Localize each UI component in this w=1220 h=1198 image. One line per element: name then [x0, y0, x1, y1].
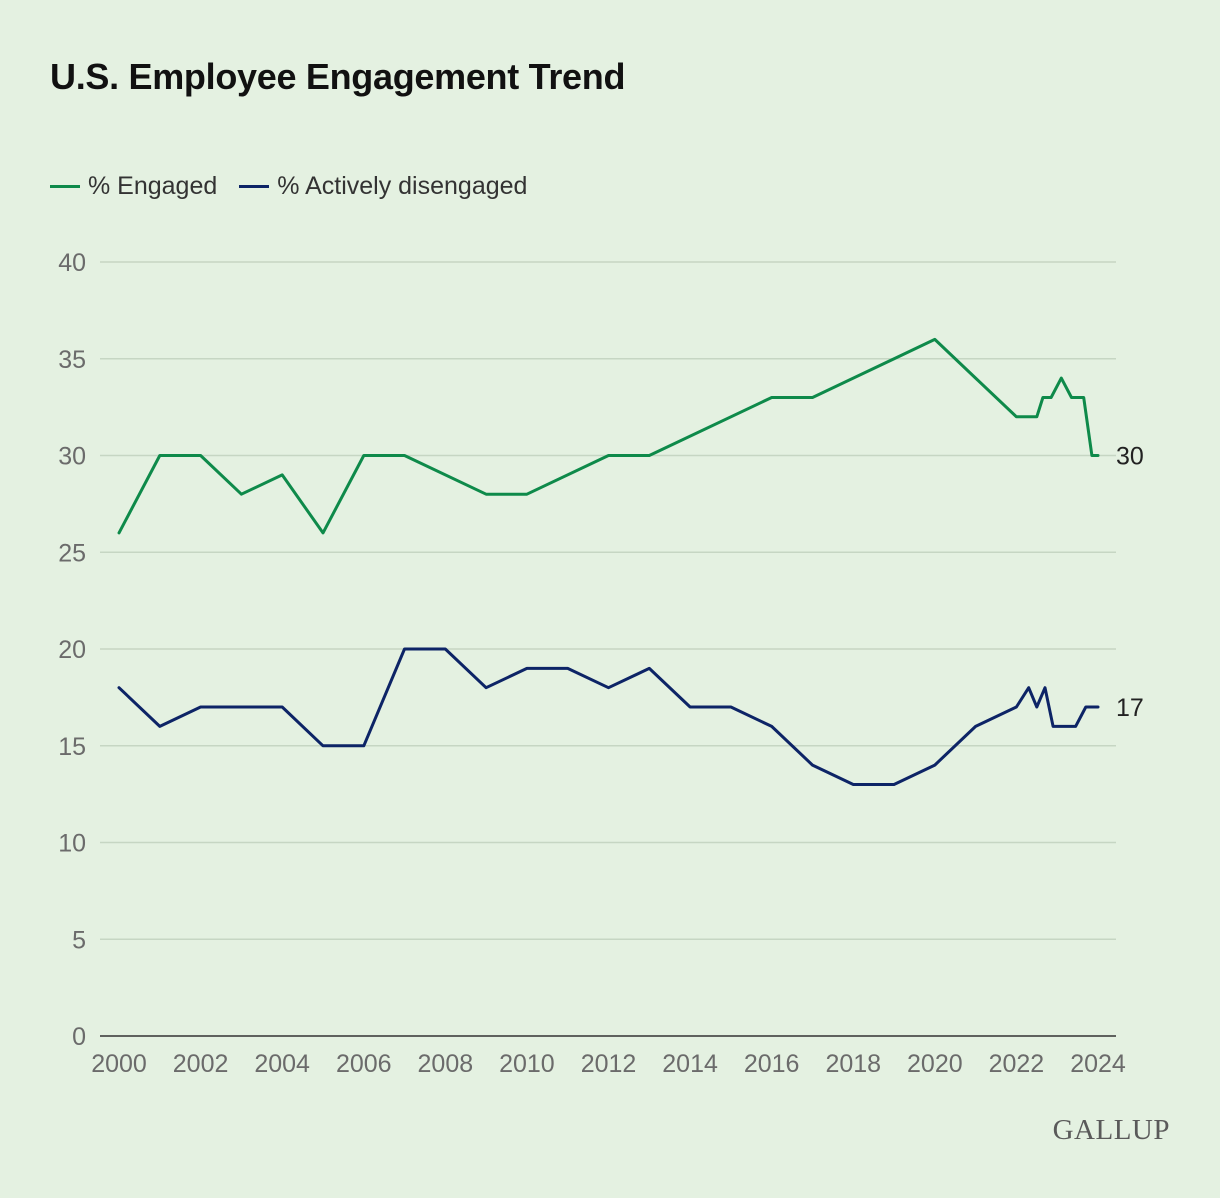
y-tick-label: 30: [58, 443, 86, 471]
grid-lines: [100, 261, 1116, 940]
y-tick-label: 5: [72, 926, 86, 954]
legend-swatch-actively-disengaged: [239, 185, 270, 188]
legend-swatch-engaged: [50, 185, 80, 188]
x-tick-label: 2002: [173, 1050, 229, 1078]
chart-title: U.S. Employee Engagement Trend: [50, 56, 626, 97]
y-tick-label: 10: [58, 830, 86, 858]
x-tick-label: 2024: [1070, 1050, 1126, 1078]
x-tick-label: 2008: [418, 1050, 474, 1078]
x-tick-label: 2020: [907, 1050, 963, 1078]
x-tick-label: 2010: [499, 1050, 555, 1078]
x-tick-label: 2000: [91, 1050, 147, 1078]
y-tick-label: 0: [72, 1023, 86, 1051]
legend-item-actively-disengaged: % Actively disengaged: [239, 172, 527, 201]
x-tick-label: 2004: [254, 1050, 310, 1078]
y-tick-label: 35: [58, 346, 86, 374]
gallup-logo: GALLUP: [1052, 1114, 1170, 1146]
x-tick-label: 2012: [581, 1050, 637, 1078]
axes: 0 5 10 15 20 25 30 35 40 2000 2002 2004 2006 2008 2010…: [58, 249, 1126, 1078]
x-tick-label: 2016: [744, 1050, 800, 1078]
y-tick-label: 20: [58, 636, 86, 664]
legend-label-engaged: % Engaged: [88, 172, 218, 200]
x-tick-label: 2006: [336, 1050, 392, 1078]
end-label-engaged: 30: [1116, 443, 1144, 471]
x-tick-label: 2018: [825, 1050, 881, 1078]
y-tick-label: 40: [58, 249, 86, 277]
x-tick-label: 2022: [989, 1050, 1045, 1078]
series-lines: [117, 337, 1100, 786]
legend-item-engaged: % Engaged: [50, 172, 217, 201]
y-tick-label: 25: [58, 539, 86, 567]
x-tick-label: 2014: [662, 1050, 718, 1078]
chart-legend: % Engaged % Actively disengaged: [50, 172, 549, 201]
end-labels: 30 17: [1116, 443, 1144, 723]
series-line-engaged: [117, 337, 1100, 535]
legend-label-actively-disengaged: % Actively disengaged: [277, 172, 528, 200]
end-label-actively-disengaged: 17: [1116, 694, 1144, 722]
y-tick-label: 15: [58, 733, 86, 761]
series-line-actively-disengaged: [117, 647, 1100, 786]
